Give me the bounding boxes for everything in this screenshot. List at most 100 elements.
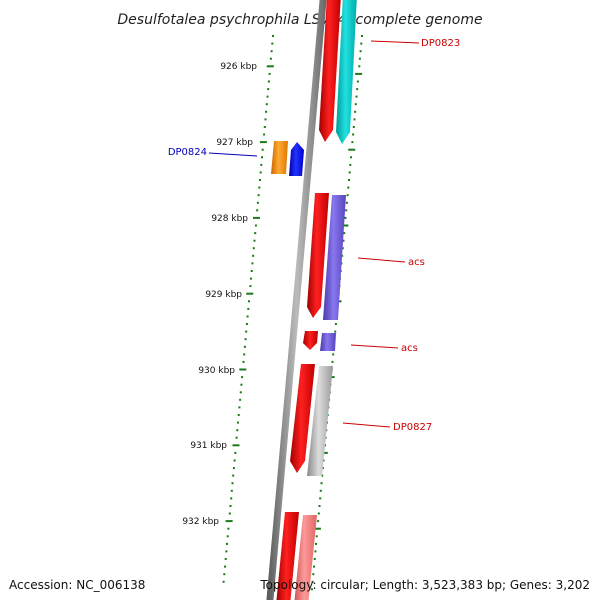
- minor-tick: [245, 330, 248, 333]
- minor-tick: [263, 133, 266, 136]
- minor-tick: [263, 126, 266, 128]
- minor-tick: [319, 497, 322, 500]
- minor-tick: [264, 118, 267, 121]
- minor-tick: [243, 345, 246, 348]
- minor-tick: [315, 535, 318, 538]
- minor-tick: [270, 50, 273, 53]
- minor-tick: [245, 323, 248, 325]
- major-tick: [341, 224, 349, 227]
- gene-arrow-dp0827[interactable]: [307, 366, 333, 476]
- minor-tick: [229, 505, 232, 507]
- minor-tick: [355, 95, 358, 98]
- minor-tick: [361, 35, 363, 37]
- minor-tick: [244, 338, 247, 341]
- minor-tick: [228, 512, 231, 515]
- reverse-strand-features: [271, 141, 304, 176]
- minor-tick: [235, 436, 238, 439]
- minor-tick: [342, 239, 345, 242]
- scale-label-932kbp: 932 kbp: [182, 517, 219, 527]
- minor-tick: [313, 565, 315, 568]
- minor-tick: [253, 239, 256, 242]
- minor-tick: [224, 565, 226, 568]
- minor-tick: [334, 323, 337, 325]
- gene-arrow-dp0827-cds[interactable]: [290, 364, 315, 473]
- connector-dp0823: [370, 40, 420, 44]
- minor-tick: [261, 148, 264, 151]
- gene-label-dp0824[interactable]: DP0824: [168, 147, 207, 158]
- connector-acs-1: [357, 257, 406, 263]
- minor-tick: [230, 497, 233, 500]
- minor-tick: [256, 209, 259, 212]
- minor-tick: [227, 527, 230, 530]
- minor-tick: [320, 482, 323, 485]
- gene-arrow-next[interactable]: [294, 515, 317, 600]
- minor-tick: [346, 194, 349, 197]
- minor-tick: [246, 315, 249, 318]
- minor-tick: [265, 103, 268, 106]
- minor-tick: [247, 307, 250, 310]
- major-tick: [355, 72, 363, 75]
- minor-tick: [319, 489, 322, 492]
- gene-arrow-dp0823-cds[interactable]: [319, 0, 341, 142]
- minor-tick: [317, 512, 320, 515]
- major-tick: [239, 368, 247, 371]
- minor-tick: [243, 353, 246, 356]
- gene-arrow-acs-1[interactable]: [323, 195, 346, 320]
- minor-tick: [257, 194, 260, 197]
- scale-labels: 926 kbp 927 kbp 928 kbp 929 kbp 930 kbp …: [182, 62, 257, 527]
- gene-labels: DP0823 DP0824 acs acs DP0827: [168, 38, 460, 433]
- minor-tick: [348, 179, 350, 181]
- gene-arrow-acs-2[interactable]: [320, 333, 336, 351]
- minor-tick: [266, 95, 269, 98]
- connector-dp0824: [208, 152, 258, 157]
- gene-arrow-acs-1-cds[interactable]: [307, 193, 329, 318]
- major-tick: [266, 65, 274, 68]
- gene-arrow-dp0824-cds[interactable]: [271, 141, 288, 174]
- minor-tick: [354, 103, 357, 106]
- minor-tick: [250, 277, 252, 280]
- minor-tick: [254, 232, 257, 235]
- minor-tick: [254, 224, 257, 227]
- minor-tick: [240, 383, 243, 386]
- minor-tick: [223, 573, 226, 576]
- minor-tick: [360, 42, 363, 45]
- gene-arrow-acs-2-cds[interactable]: [303, 331, 318, 350]
- gene-arrow-dp0824[interactable]: [289, 142, 304, 176]
- minor-tick: [350, 156, 352, 159]
- gene-arrow-dp0823[interactable]: [336, 0, 357, 144]
- minor-tick: [351, 141, 354, 144]
- scale-label-931kbp: 931 kbp: [190, 441, 227, 451]
- gene-label-dp0823[interactable]: DP0823: [421, 38, 460, 49]
- minor-tick: [241, 376, 244, 379]
- scale-label-929kbp: 929 kbp: [205, 290, 242, 300]
- minor-tick: [259, 179, 261, 181]
- minor-tick: [268, 72, 271, 75]
- minor-tick: [251, 262, 254, 265]
- minor-tick: [267, 80, 270, 83]
- minor-tick: [222, 580, 225, 583]
- minor-tick: [310, 588, 313, 591]
- minor-tick: [226, 542, 228, 545]
- connector-acs-2: [350, 344, 399, 349]
- inner-ticks: [222, 35, 274, 583]
- minor-tick: [313, 558, 316, 560]
- scale-label-927kbp: 927 kbp: [216, 138, 253, 148]
- gene-label-acs-2[interactable]: acs: [401, 343, 418, 354]
- minor-tick: [322, 459, 325, 462]
- minor-tick: [242, 360, 245, 363]
- minor-tick: [312, 573, 315, 576]
- minor-tick: [347, 186, 350, 189]
- minor-tick: [237, 414, 240, 416]
- gene-label-dp0827[interactable]: DP0827: [393, 422, 432, 433]
- minor-tick: [249, 285, 252, 288]
- minor-tick: [256, 201, 259, 204]
- minor-tick: [314, 550, 317, 553]
- topology-text: Topology: circular; Length: 3,523,383 bp…: [260, 578, 590, 592]
- gene-arrow-next-cds[interactable]: [276, 512, 299, 600]
- minor-tick: [348, 171, 351, 174]
- minor-tick: [341, 247, 344, 250]
- minor-tick: [267, 88, 270, 91]
- gene-label-acs-1[interactable]: acs: [408, 257, 425, 268]
- scale-label-930kbp: 930 kbp: [198, 366, 235, 376]
